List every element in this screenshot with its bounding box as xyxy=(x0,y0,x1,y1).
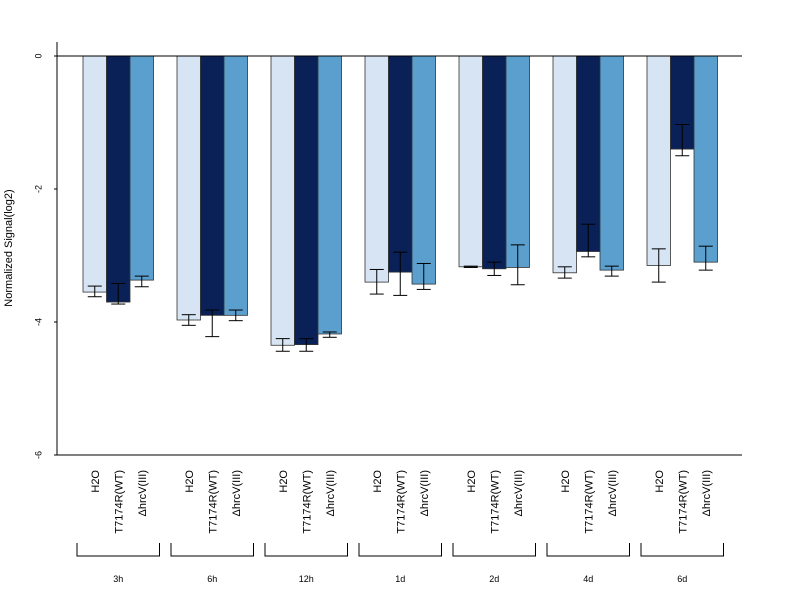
bar xyxy=(106,55,131,303)
category-label: H2O xyxy=(560,470,572,493)
group-bracket xyxy=(546,543,630,557)
bar xyxy=(646,55,671,266)
group-label: 6h xyxy=(207,574,217,584)
y-tick-label: -2 xyxy=(33,185,43,193)
bar xyxy=(129,55,154,281)
category-label: ΔhrcV(III) xyxy=(137,470,149,516)
bar xyxy=(294,55,319,346)
group-label: 12h xyxy=(299,574,314,584)
y-tick-label: -6 xyxy=(33,451,43,459)
category-label: T7174R(WT) xyxy=(207,470,219,534)
bar xyxy=(482,55,507,270)
bar xyxy=(200,55,225,316)
bar xyxy=(693,55,718,263)
category-label: ΔhrcV(III) xyxy=(701,470,713,516)
bar xyxy=(82,55,107,293)
category-label: T7174R(WT) xyxy=(489,470,501,534)
y-tick-label: -4 xyxy=(33,318,43,326)
group-label: 3h xyxy=(113,574,123,584)
category-label: T7174R(WT) xyxy=(677,470,689,534)
group-label: 6d xyxy=(677,574,687,584)
category-label: H2O xyxy=(90,470,102,493)
group-label: 4d xyxy=(583,574,593,584)
category-label: H2O xyxy=(184,470,196,493)
bar xyxy=(223,55,248,316)
bar xyxy=(458,55,483,268)
y-axis-label: Normalized Signal(log2) xyxy=(3,189,15,306)
bar xyxy=(599,55,624,271)
group-bracket xyxy=(264,543,348,557)
bar xyxy=(317,55,342,335)
group-bracket xyxy=(358,543,442,557)
category-label: H2O xyxy=(278,470,290,493)
bar xyxy=(388,55,413,273)
category-label: T7174R(WT) xyxy=(113,470,125,534)
bar xyxy=(176,55,201,321)
category-label: H2O xyxy=(372,470,384,493)
group-bracket xyxy=(452,543,536,557)
group-bracket xyxy=(170,543,254,557)
category-label: H2O xyxy=(466,470,478,493)
group-label: 2d xyxy=(489,574,499,584)
bar xyxy=(552,55,577,274)
bars-layer xyxy=(82,55,718,346)
bar xyxy=(364,55,389,283)
labels-layer: H2O T7174R(WT) ΔhrcV(III) 3h H2O T7174R(WT) Δh… xyxy=(76,470,724,584)
bar xyxy=(505,55,530,268)
bar xyxy=(270,55,295,346)
category-label: ΔhrcV(III) xyxy=(607,470,619,516)
category-label: ΔhrcV(III) xyxy=(231,470,243,516)
category-label: ΔhrcV(III) xyxy=(419,470,431,516)
category-label: T7174R(WT) xyxy=(583,470,595,534)
bar xyxy=(411,55,436,285)
category-label: ΔhrcV(III) xyxy=(325,470,337,516)
category-label: H2O xyxy=(654,470,666,493)
axes-layer: 0 -2 -4 -6 xyxy=(33,42,742,459)
category-label: ΔhrcV(III) xyxy=(513,470,525,516)
group-bracket xyxy=(640,543,724,557)
group-bracket xyxy=(76,543,160,557)
error-bars-layer xyxy=(57,55,742,352)
category-label: T7174R(WT) xyxy=(395,470,407,534)
category-label: T7174R(WT) xyxy=(301,470,313,534)
group-label: 1d xyxy=(395,574,405,584)
bar xyxy=(576,55,601,252)
y-tick-label: 0 xyxy=(33,53,43,58)
